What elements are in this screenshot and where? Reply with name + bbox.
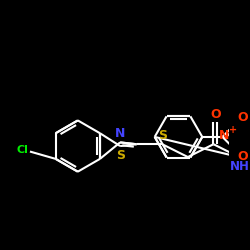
Text: N: N bbox=[115, 127, 125, 140]
Text: NH: NH bbox=[230, 160, 250, 173]
Text: O: O bbox=[237, 150, 248, 162]
Text: O: O bbox=[237, 111, 248, 124]
Text: O: O bbox=[210, 108, 220, 120]
Text: S: S bbox=[116, 149, 125, 162]
Text: Cl: Cl bbox=[17, 145, 28, 155]
Text: +: + bbox=[229, 124, 237, 134]
Text: N: N bbox=[219, 128, 230, 141]
Text: -: - bbox=[249, 152, 250, 165]
Text: S: S bbox=[158, 128, 167, 141]
